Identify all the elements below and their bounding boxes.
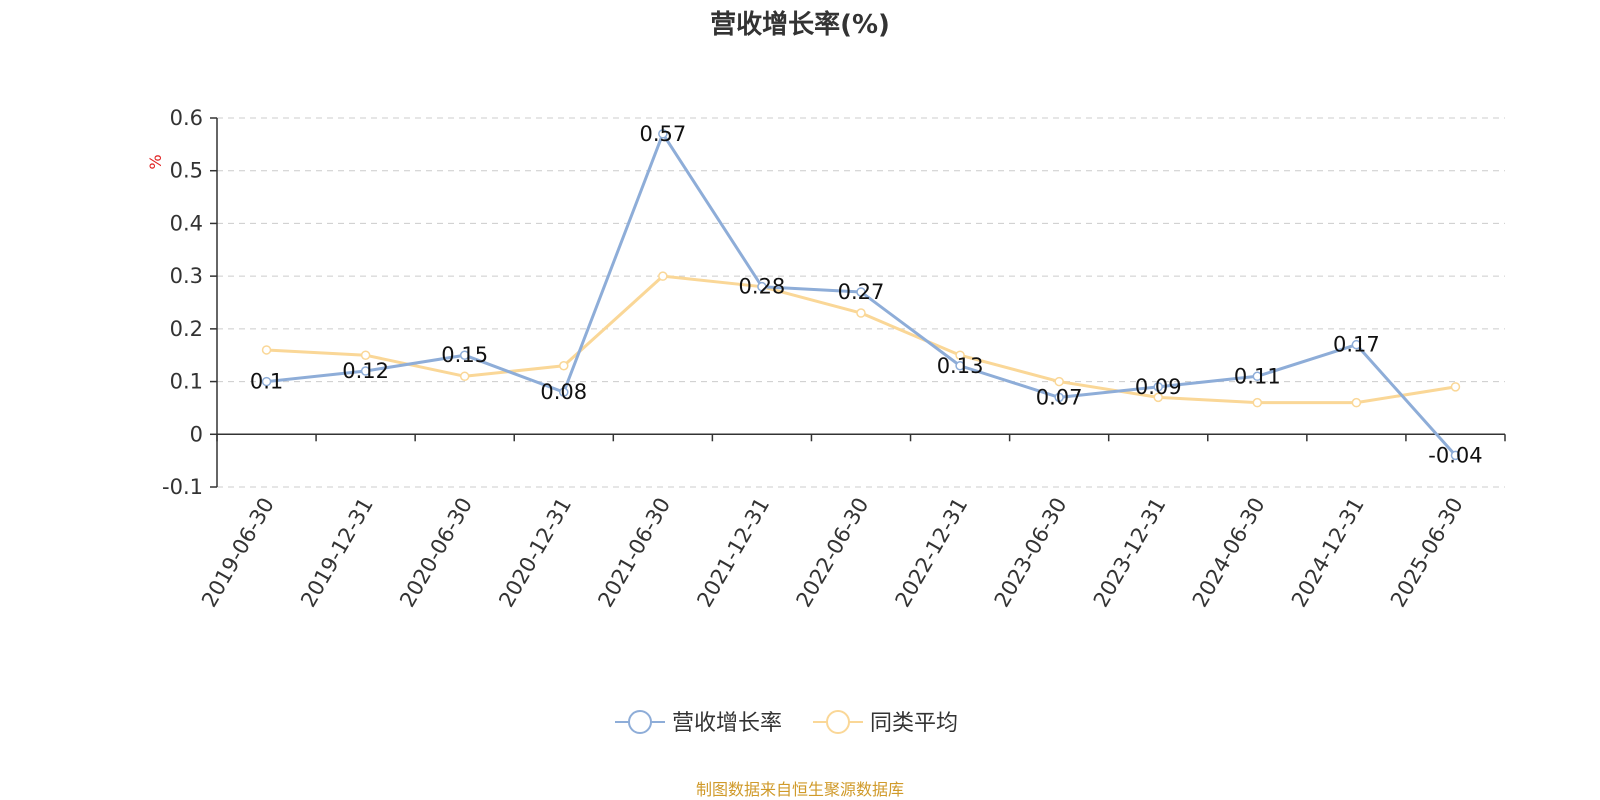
data-point[interactable] — [1450, 382, 1461, 392]
data-point[interactable] — [757, 281, 767, 292]
grid-lines — [217, 117, 1505, 488]
legend-label[interactable]: 同类平均 — [870, 711, 958, 736]
x-tick-label: 2023-06-30 — [990, 494, 1072, 612]
y-axis-unit-label: % — [146, 154, 165, 169]
data-label: 0.27 — [838, 280, 885, 304]
data-point[interactable] — [658, 271, 668, 281]
data-label: 0.09 — [1135, 375, 1182, 399]
data-label: 0.07 — [1036, 385, 1083, 409]
data-point[interactable] — [261, 376, 272, 387]
x-tick-label: 2019-12-31 — [296, 494, 378, 612]
data-point[interactable] — [856, 308, 866, 318]
y-tick-label: -0.1 — [162, 475, 203, 499]
y-tick-label: 0.4 — [170, 211, 203, 235]
data-labels: 0.1 0.12 0.15 0.08 0.57 0.28 0.27 0.13 0.07 0.09 0… — [250, 122, 1483, 468]
data-label: 0.1 — [250, 370, 283, 394]
data-point[interactable] — [1351, 397, 1362, 408]
x-tick-label: 2022-12-31 — [891, 494, 973, 612]
x-tick-label: 2019-06-30 — [197, 494, 279, 612]
data-point[interactable] — [1054, 376, 1064, 387]
x-tick-label: 2023-12-31 — [1089, 494, 1171, 612]
y-tick-label: 0.2 — [170, 317, 203, 341]
x-tick-label: 2024-06-30 — [1188, 494, 1270, 612]
data-point[interactable] — [1252, 371, 1263, 382]
data-point[interactable] — [559, 361, 569, 371]
data-point[interactable] — [459, 350, 470, 360]
data-point[interactable] — [459, 371, 470, 382]
data-point[interactable] — [856, 287, 866, 297]
legend[interactable]: 营收增长率 同类平均 — [615, 710, 958, 736]
data-point[interactable] — [955, 361, 965, 371]
data-label: 0.08 — [540, 380, 587, 404]
legend-marker[interactable] — [628, 710, 652, 734]
x-tick-label: 2021-06-30 — [593, 494, 675, 612]
data-point[interactable] — [658, 129, 668, 139]
data-point[interactable] — [1450, 450, 1461, 461]
data-point[interactable] — [955, 350, 965, 360]
y-tick-label: 0.6 — [170, 106, 203, 130]
data-source-note: 制图数据来自恒生聚源数据库 — [696, 780, 904, 799]
data-point[interactable] — [261, 345, 272, 355]
x-tick-label: 2020-06-30 — [395, 494, 477, 612]
data-point[interactable] — [360, 350, 371, 360]
legend-marker[interactable] — [826, 710, 850, 734]
series-group — [261, 129, 1461, 461]
chart-title: 营收增长率(%) — [710, 9, 890, 40]
data-point[interactable] — [1351, 339, 1362, 350]
data-label: 0.17 — [1333, 333, 1380, 357]
data-label: 0.15 — [441, 343, 488, 367]
y-tick-label: 0 — [190, 422, 203, 446]
x-axis: 2019-06-30 2019-12-31 2020-06-30 2020-12-31… — [197, 433, 1506, 612]
legend-label[interactable]: 营收增长率 — [672, 711, 782, 736]
data-point[interactable] — [360, 366, 371, 376]
data-label: 0.28 — [739, 275, 786, 299]
data-point[interactable] — [1153, 392, 1163, 403]
data-point[interactable] — [1252, 397, 1263, 408]
data-point[interactable] — [559, 387, 569, 397]
data-label: 0.13 — [937, 354, 984, 378]
x-tick-label: 2020-12-31 — [494, 494, 576, 612]
y-tick-label: 0.3 — [170, 264, 203, 288]
y-tick-label: 0.5 — [170, 159, 203, 183]
x-tick-label: 2021-12-31 — [692, 494, 774, 612]
y-tick-label: 0.1 — [170, 370, 203, 394]
x-tick-label: 2025-06-30 — [1386, 494, 1468, 612]
data-label: -0.04 — [1428, 443, 1482, 467]
data-label: 0.57 — [639, 122, 686, 146]
data-label: 0.11 — [1234, 364, 1281, 388]
y-axis: -0.1 0 0.1 0.2 0.3 0.4 0.5 0.6 — [162, 106, 218, 499]
data-label: 0.12 — [342, 359, 389, 383]
data-point[interactable] — [1054, 392, 1064, 403]
data-point[interactable] — [1153, 382, 1163, 392]
x-tick-label: 2022-06-30 — [792, 494, 874, 612]
x-tick-label: 2024-12-31 — [1287, 494, 1369, 612]
